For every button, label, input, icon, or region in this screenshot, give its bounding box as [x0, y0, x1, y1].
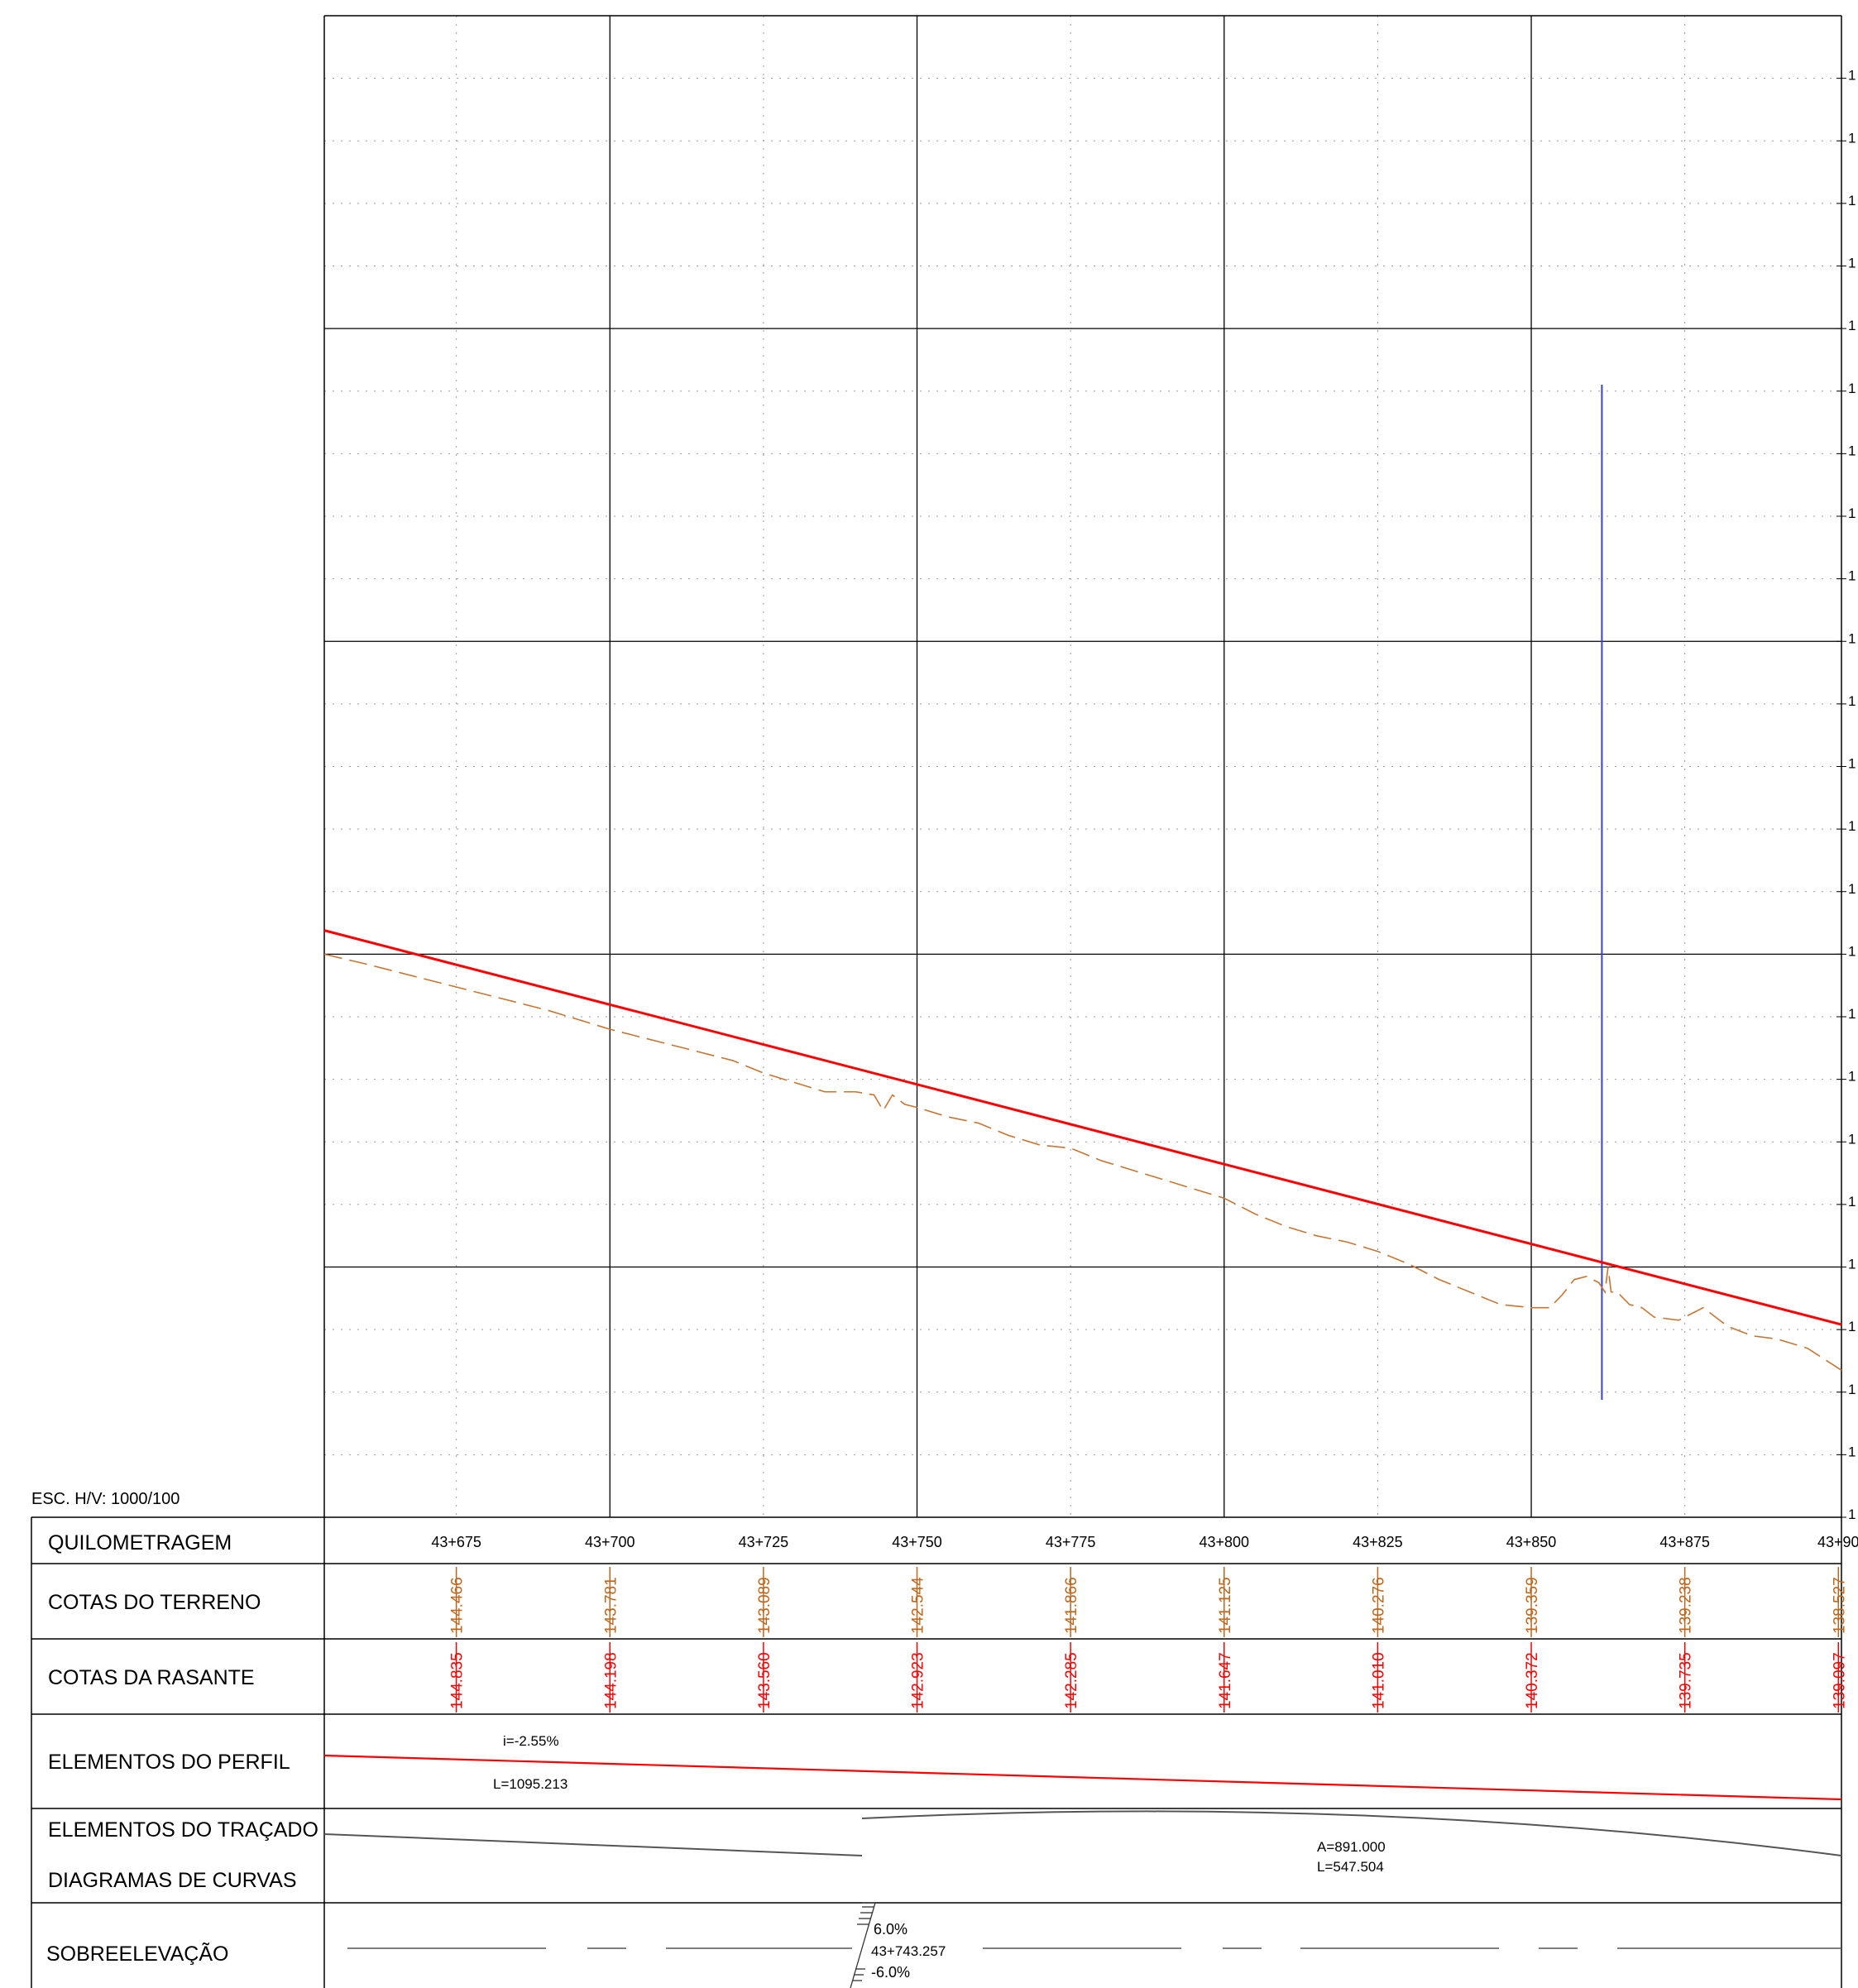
cota-rasante-label: 140.372 — [1524, 1652, 1541, 1709]
perfil-length: L=1095.213 — [493, 1776, 567, 1792]
right-axis-tick-label: 1 — [1848, 256, 1856, 271]
right-axis-tick-label: 1 — [1848, 568, 1856, 584]
row-label-cotas-rasante: COTAS DA RASANTE — [48, 1666, 255, 1689]
right-axis-tick-label: 1 — [1848, 1444, 1856, 1459]
station-labels: 43+675 43+700 43+725 43+750 43+775 43+800 43+8… — [431, 1534, 1858, 1550]
cota-terreno-label: 141.866 — [1063, 1577, 1080, 1634]
row-label-sobreelevacao: SOBREELEVAÇÃO — [46, 1942, 228, 1966]
cota-rasante-label: 139.097 — [1831, 1652, 1848, 1709]
cota-terreno-label: 138.527 — [1831, 1577, 1848, 1634]
right-axis-tick-label: 1 — [1848, 630, 1856, 646]
tracado-radius: A=891.000 — [1317, 1839, 1386, 1855]
row-label-cotas-terreno: COTAS DO TERRENO — [48, 1591, 261, 1614]
cota-rasante-label: 141.647 — [1217, 1652, 1234, 1709]
station-label: 43+725 — [739, 1534, 789, 1550]
station-label: 43+825 — [1353, 1534, 1403, 1550]
row-label-diagramas-curvas: DIAGRAMAS DE CURVAS — [48, 1869, 297, 1892]
row-label-quilometragem: QUILOMETRAGEM — [48, 1531, 232, 1554]
tracado-curve-line — [861, 1810, 1842, 1856]
right-axis-tick-label: 1 — [1848, 693, 1856, 709]
right-axis-tick-label: 1 — [1848, 1507, 1856, 1522]
cota-terreno-label: 139.359 — [1524, 1577, 1541, 1634]
right-axis-tick-label: 1 — [1848, 193, 1856, 208]
right-axis-tick-label: 1 — [1848, 881, 1856, 897]
cota-terreno-label: 144.466 — [449, 1577, 467, 1634]
station-label: 43+775 — [1046, 1534, 1096, 1550]
right-axis-tick-label: 1 — [1848, 1131, 1856, 1147]
cota-terreno-label: 143.781 — [602, 1577, 620, 1634]
station-label: 43+850 — [1506, 1534, 1557, 1550]
scale-label: ESC. H/V: 1000/100 — [31, 1490, 180, 1508]
right-axis-tick-label: 1 — [1848, 318, 1856, 333]
cota-rasante-label: 144.835 — [449, 1652, 467, 1709]
tracado-tangent-line — [323, 1833, 863, 1856]
station-label: 43+875 — [1659, 1534, 1710, 1550]
sobreelevacao-bottom: -6.0% — [871, 1964, 910, 1981]
cota-rasante-label: 144.198 — [602, 1652, 620, 1709]
station-label: 43+90 — [1817, 1534, 1858, 1550]
right-axis-tick-label: 1 — [1848, 505, 1856, 521]
station-label: 43+700 — [585, 1534, 635, 1550]
tracado-length: L=547.504 — [1317, 1859, 1384, 1875]
right-axis-tick-label: 1 — [1848, 1194, 1856, 1210]
perfil-slope: i=-2.55% — [503, 1733, 559, 1749]
cota-terreno-label: 141.125 — [1217, 1577, 1234, 1634]
cota-terreno-label: 140.276 — [1370, 1577, 1387, 1634]
row-label-elementos-tracado: ELEMENTOS DO TRAÇADO — [48, 1818, 318, 1842]
cota-terreno-label: 143.089 — [756, 1577, 773, 1634]
cotas-rasante-labels: 144.835 144.198 143.560 142.923 142.285 141.6… — [449, 1642, 1848, 1713]
station-label: 43+800 — [1199, 1534, 1249, 1550]
right-axis-tick-label: 1 — [1848, 68, 1856, 84]
right-axis-tick-label: 1 — [1848, 130, 1856, 146]
right-axis-tick-label: 1 — [1848, 1257, 1856, 1272]
cota-rasante-label: 143.560 — [756, 1652, 773, 1709]
grade-line — [323, 929, 1842, 1326]
cotas-terreno-labels: 144.466 143.781 143.089 142.544 141.866 141.1… — [449, 1567, 1848, 1637]
station-label: 43+750 — [892, 1534, 942, 1550]
right-axis-tick-label: 1 — [1848, 943, 1856, 959]
right-axis-tick-label: 1 — [1848, 818, 1856, 834]
right-axis-tick-label: 1 — [1848, 1319, 1856, 1334]
cota-rasante-label: 142.285 — [1063, 1652, 1080, 1709]
sobreelevacao-top: 6.0% — [874, 1921, 907, 1938]
right-axis-tick-label: 1 — [1848, 1382, 1856, 1397]
right-axis-ticks: 1 1 1 1 1 1 1 1 1 1 1 1 1 1 1 1 1 1 1 1 1 1 1 1 — [1836, 68, 1856, 1522]
row-label-elementos-perfil: ELEMENTOS DO PERFIL — [48, 1751, 290, 1774]
right-axis-tick-label: 1 — [1848, 756, 1856, 772]
right-axis-tick-label: 1 — [1848, 1069, 1856, 1085]
minor-grid — [324, 16, 1841, 1517]
sobreelevacao-transition — [850, 1902, 876, 1988]
sobreelevacao-station: 43+743.257 — [871, 1943, 946, 1959]
station-label: 43+675 — [431, 1534, 481, 1550]
cota-rasante-label: 139.735 — [1678, 1652, 1695, 1709]
terrain-line — [323, 953, 1842, 1371]
band-table — [31, 1516, 1841, 1988]
cota-rasante-label: 142.923 — [910, 1652, 927, 1709]
cota-terreno-label: 142.544 — [910, 1577, 927, 1634]
right-axis-tick-label: 1 — [1848, 1006, 1856, 1022]
cota-rasante-label: 141.010 — [1370, 1652, 1387, 1709]
cota-terreno-label: 139.238 — [1678, 1577, 1695, 1634]
right-axis-tick-label: 1 — [1848, 443, 1856, 458]
right-axis-tick-label: 1 — [1848, 381, 1856, 396]
perfil-grade-line — [323, 1754, 1842, 1801]
major-grid — [324, 16, 1841, 1517]
